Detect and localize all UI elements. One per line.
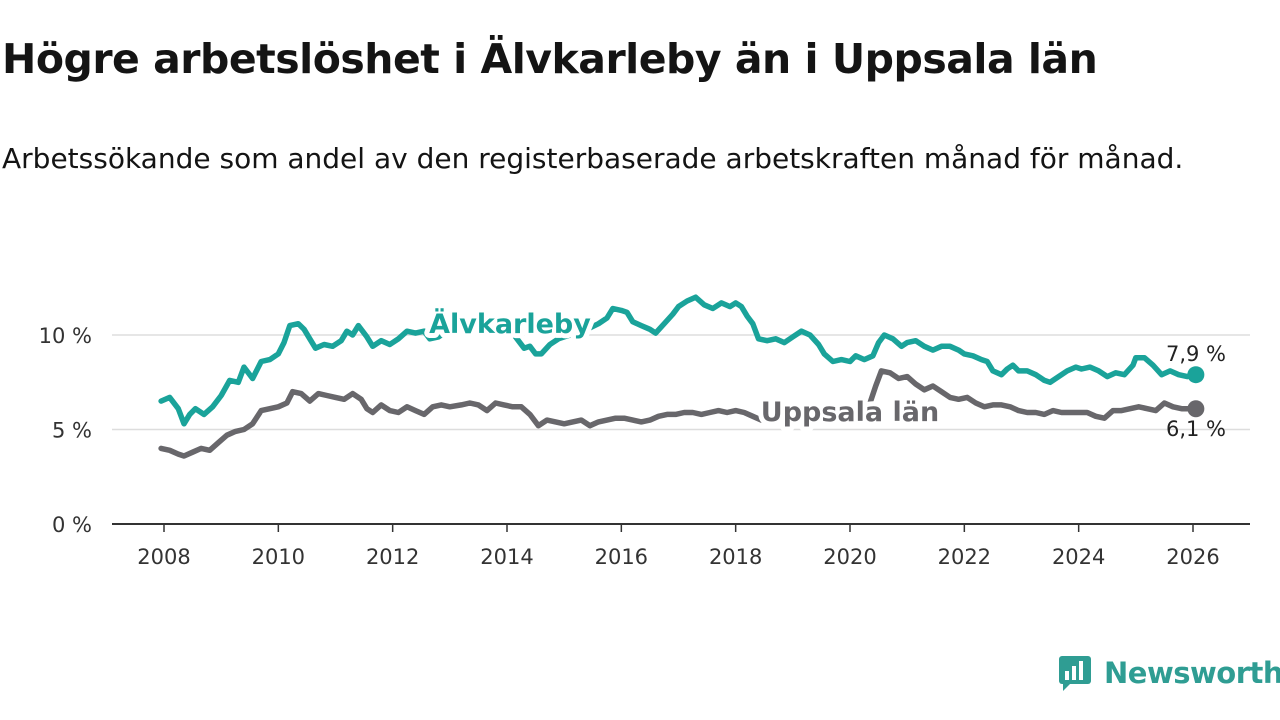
x-tick-label: 2024 [1052,545,1105,569]
y-tick-label: 10 % [39,324,92,348]
x-tick-label: 2012 [366,545,419,569]
x-tick-label: 2016 [595,545,648,569]
x-tick-label: 2018 [709,545,762,569]
y-tick-label: 5 % [52,419,92,443]
series-line-uppsala [158,368,1199,459]
grid-layer [112,334,1250,431]
x-tick-label: 2014 [480,545,533,569]
y-tick-label: 0 % [52,513,92,537]
end-point-alvkarleby [1187,366,1205,384]
series-line-alvkarleby [158,294,1199,427]
newsworthy-logo-icon [1059,656,1091,691]
x-tick-label: 2026 [1166,545,1219,569]
series-layer [158,294,1205,459]
series-label-uppsala: Uppsala län [761,397,939,428]
end-value-label-uppsala: 6,1 % [1166,417,1226,441]
series-label-alvkarleby: Älvkarleby [429,308,591,340]
chart-title: Högre arbetslöshet i Älvkarleby än i Upp… [2,35,1098,83]
x-tick-label: 2020 [823,545,876,569]
brand-logo[interactable]: Newsworthy [1058,653,1280,693]
series-label-halo: Älvkarleby [429,308,591,340]
x-tick-label: 2008 [137,545,190,569]
chart-subtitle: Arbetssökande som andel av den registerb… [2,142,1184,175]
x-tick-label: 2022 [938,545,991,569]
end-value-label-alvkarleby: 7,9 % [1166,342,1226,366]
brand-name: Newsworthy [1104,656,1280,690]
series-label-halo: Uppsala län [761,397,939,428]
x-tick-label: 2010 [252,545,305,569]
axis-layer: 0 % 5 % 10 % 2008 2010 2012 2014 2016 2018 2020 20… [39,324,1250,569]
end-point-uppsala [1187,400,1205,418]
